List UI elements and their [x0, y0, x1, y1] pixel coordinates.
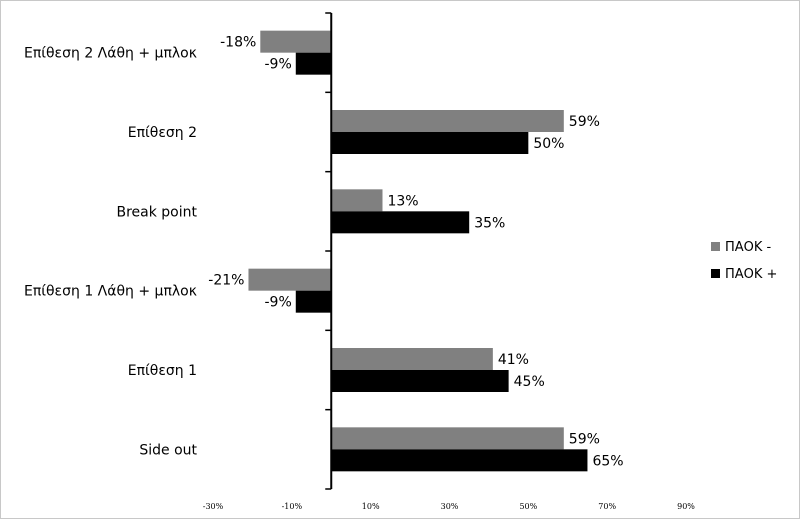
- x-tick-label: 90%: [677, 502, 695, 511]
- value-label: -18%: [220, 35, 256, 51]
- category-label: Break point: [116, 204, 197, 220]
- value-label: 65%: [592, 453, 623, 469]
- x-tick-label: 70%: [598, 502, 616, 511]
- bar-paok-plus-0: [295, 52, 332, 75]
- x-tick-label: -10%: [282, 502, 303, 511]
- x-tick-label: 50%: [519, 502, 537, 511]
- bar-paok-minus-4: [331, 348, 493, 370]
- bar-paok-minus-1: [331, 110, 564, 132]
- category-label: Side out: [139, 442, 197, 458]
- bar-paok-minus-5: [331, 427, 564, 450]
- legend-label: ΠΑΟΚ +: [725, 267, 777, 282]
- labels-layer: -18% -9% Επίθεση 2 Λάθη + μπλοκ 59% 50% Επίθε…: [24, 35, 695, 511]
- value-label: -9%: [265, 57, 292, 73]
- value-label: -21%: [208, 273, 244, 289]
- bars-layer: [248, 30, 588, 472]
- legend-swatch: [711, 242, 720, 251]
- category-label: Επίθεση 2 Λάθη + μπλοκ: [24, 46, 197, 62]
- value-label: 59%: [569, 431, 600, 447]
- bar-paok-plus-1: [331, 132, 529, 154]
- category-label: Επίθεση 1: [128, 363, 197, 379]
- value-label: -9%: [265, 295, 292, 311]
- bar-paok-minus-0: [260, 30, 332, 53]
- x-tick-label: -30%: [203, 502, 224, 511]
- bar-paok-plus-4: [331, 370, 509, 392]
- value-label: 45%: [514, 374, 545, 390]
- value-label: 13%: [387, 193, 418, 209]
- legend: ΠΑΟΚ - ΠΑΟΚ +: [711, 240, 777, 282]
- bar-paok-minus-2: [331, 189, 383, 212]
- x-tick-label: 10%: [362, 502, 380, 511]
- value-label: 35%: [474, 215, 505, 231]
- bar-paok-minus-3: [248, 268, 332, 291]
- value-label: 41%: [498, 352, 529, 368]
- x-tick-label: 30%: [441, 502, 459, 511]
- axis-layer: [325, 12, 333, 490]
- value-label: 59%: [569, 114, 600, 130]
- bar-paok-plus-3: [295, 290, 332, 313]
- category-label: Επίθεση 1 Λάθη + μπλοκ: [24, 284, 197, 300]
- value-label: 50%: [533, 136, 564, 152]
- bar-paok-plus-5: [331, 449, 588, 472]
- category-label: Επίθεση 2: [128, 125, 197, 141]
- bar-paok-plus-2: [331, 211, 470, 234]
- legend-swatch: [711, 269, 720, 278]
- legend-label: ΠΑΟΚ -: [725, 240, 772, 255]
